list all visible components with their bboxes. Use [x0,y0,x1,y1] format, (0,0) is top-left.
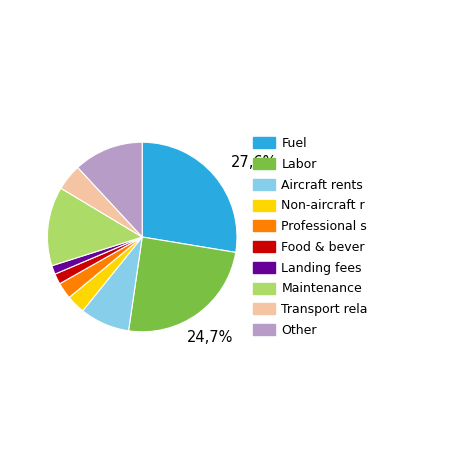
Text: 24,7%: 24,7% [187,330,234,346]
Text: 27,6%: 27,6% [230,155,277,170]
Wedge shape [78,142,142,237]
Wedge shape [55,237,142,284]
Wedge shape [60,237,142,297]
Wedge shape [52,237,142,274]
Wedge shape [82,237,142,331]
Wedge shape [47,188,142,266]
Wedge shape [69,237,142,311]
Wedge shape [142,142,237,253]
Wedge shape [128,237,236,332]
Wedge shape [61,167,142,237]
Legend: Fuel, Labor, Aircraft rents, Non-aircraft r, Professional s, Food & bever, Landi: Fuel, Labor, Aircraft rents, Non-aircraf… [253,137,368,337]
